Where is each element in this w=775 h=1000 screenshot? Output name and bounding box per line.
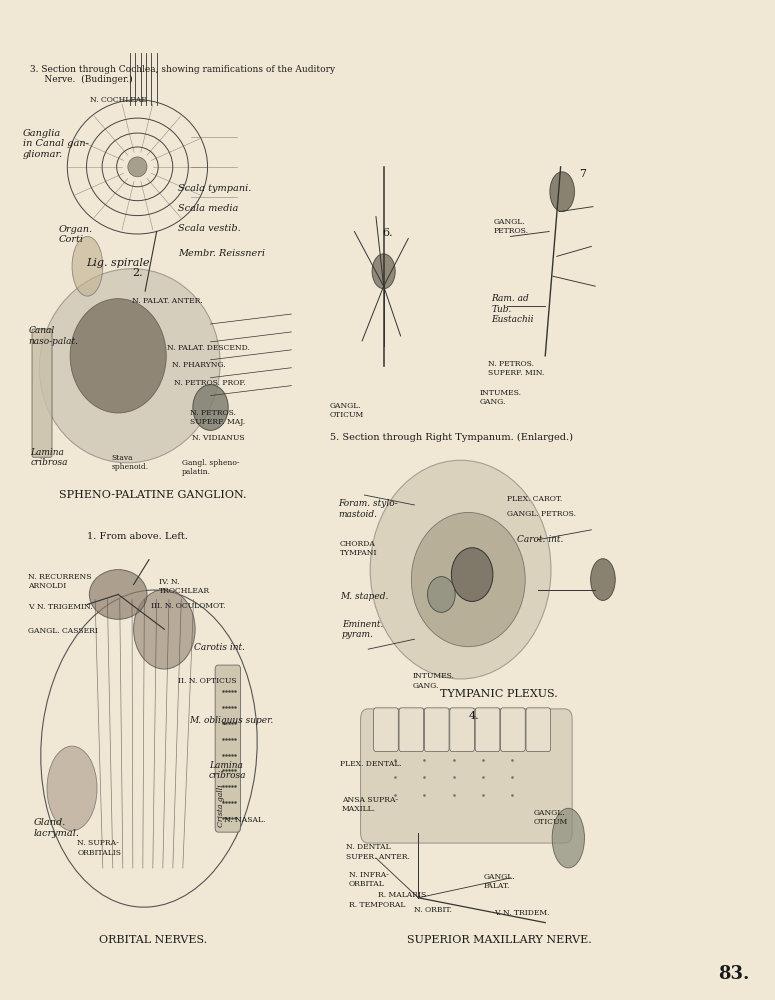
Text: Lamina
cribrosa: Lamina cribrosa — [209, 761, 246, 780]
Text: IV. N.
TROCHLEAR: IV. N. TROCHLEAR — [159, 578, 210, 595]
Text: N. INFRA-
ORBITAL: N. INFRA- ORBITAL — [349, 871, 389, 888]
Text: Membr. Reissneri: Membr. Reissneri — [178, 249, 265, 258]
Text: R. MALARIS: R. MALARIS — [378, 891, 426, 899]
Text: V. N. TRIDEM.: V. N. TRIDEM. — [494, 909, 549, 917]
Ellipse shape — [70, 299, 167, 413]
Ellipse shape — [89, 570, 147, 619]
Circle shape — [428, 577, 455, 612]
Ellipse shape — [40, 269, 220, 463]
Text: GANGL.
PETROS.: GANGL. PETROS. — [494, 218, 529, 235]
FancyBboxPatch shape — [399, 708, 424, 752]
Text: Foram. stylo-
mastoid.: Foram. stylo- mastoid. — [338, 499, 398, 519]
Text: INTUMES.
GANG.: INTUMES. GANG. — [480, 389, 522, 406]
FancyBboxPatch shape — [360, 709, 572, 843]
Text: 6.: 6. — [382, 228, 393, 238]
Text: N. RECURRENS
ARNOLDI: N. RECURRENS ARNOLDI — [28, 573, 91, 590]
Text: PLEX. CAROT.: PLEX. CAROT. — [507, 495, 562, 503]
Text: N. VIDIANUS: N. VIDIANUS — [192, 434, 245, 442]
FancyBboxPatch shape — [374, 708, 398, 752]
Text: N. COCHLEAE: N. COCHLEAE — [90, 96, 146, 104]
Text: 83.: 83. — [718, 965, 749, 983]
FancyBboxPatch shape — [475, 708, 500, 752]
Text: N. PHARYNG.: N. PHARYNG. — [172, 361, 226, 369]
Text: N. DENTAL
SUPER. ANTER.: N. DENTAL SUPER. ANTER. — [346, 843, 410, 861]
Text: Canal
naso-palat.: Canal naso-palat. — [28, 326, 78, 346]
Ellipse shape — [412, 512, 525, 647]
FancyBboxPatch shape — [526, 708, 550, 752]
FancyBboxPatch shape — [425, 708, 449, 752]
Ellipse shape — [72, 236, 103, 296]
Circle shape — [133, 589, 195, 669]
Text: N. PALAT. DESCEND.: N. PALAT. DESCEND. — [167, 344, 250, 352]
Text: GANGL. PETROS.: GANGL. PETROS. — [507, 510, 576, 518]
Ellipse shape — [552, 808, 584, 868]
Text: 1. From above. Left.: 1. From above. Left. — [87, 532, 188, 541]
Text: N. PALAT. ANTER.: N. PALAT. ANTER. — [132, 297, 203, 305]
FancyBboxPatch shape — [449, 708, 474, 752]
Text: Carot. int.: Carot. int. — [517, 535, 563, 544]
Text: ORBITAL NERVES.: ORBITAL NERVES. — [98, 935, 207, 945]
Text: N. PETROS.
SUPERF. MAJ.: N. PETROS. SUPERF. MAJ. — [190, 409, 245, 426]
Text: II. N. OPTICUS: II. N. OPTICUS — [178, 677, 237, 685]
Text: N. PETROS. PROF.: N. PETROS. PROF. — [174, 379, 246, 387]
Text: ANSA SUPRA-
MAXILL.: ANSA SUPRA- MAXILL. — [342, 796, 398, 813]
Text: R. TEMPORAL: R. TEMPORAL — [349, 901, 405, 909]
Text: Lig. spirale: Lig. spirale — [86, 258, 150, 268]
Text: Gangl. spheno-
palatin.: Gangl. spheno- palatin. — [182, 459, 239, 476]
Text: Ram. ad
Tub.
Eustachii: Ram. ad Tub. Eustachii — [491, 294, 534, 324]
Text: N. PETROS.
SUPERF. MIN.: N. PETROS. SUPERF. MIN. — [487, 360, 544, 377]
Text: Ganglia
in Canal gan-
gliomar.: Ganglia in Canal gan- gliomar. — [22, 129, 88, 159]
Text: M. staped.: M. staped. — [339, 592, 388, 601]
Text: PLEX. DENTAL.: PLEX. DENTAL. — [339, 760, 401, 768]
Text: N. NASAL.: N. NASAL. — [225, 816, 266, 824]
Text: Stava
sphenoid.: Stava sphenoid. — [112, 454, 148, 471]
Text: Gland.
lacrymal.: Gland. lacrymal. — [33, 818, 80, 838]
Text: SPHENO-PALATINE GANGLION.: SPHENO-PALATINE GANGLION. — [59, 490, 246, 500]
FancyBboxPatch shape — [501, 708, 525, 752]
Text: N. ORBIT.: N. ORBIT. — [415, 906, 453, 914]
Text: 4.: 4. — [469, 711, 480, 721]
Text: GANGL.
OTICUM: GANGL. OTICUM — [534, 809, 568, 826]
Text: 7: 7 — [579, 169, 586, 179]
Text: GANGL.
OTICUM: GANGL. OTICUM — [330, 402, 364, 419]
Text: Eminent.
pyram.: Eminent. pyram. — [342, 620, 384, 639]
Text: SUPERIOR MAXILLARY NERVE.: SUPERIOR MAXILLARY NERVE. — [407, 935, 591, 945]
Text: Organ.
Corti: Organ. Corti — [59, 225, 93, 244]
Text: Carotis int.: Carotis int. — [194, 643, 245, 652]
FancyBboxPatch shape — [215, 665, 240, 832]
Ellipse shape — [549, 172, 574, 212]
Text: Lamina
cribrosa: Lamina cribrosa — [30, 448, 68, 467]
Text: V. N. TRIGEMIN.: V. N. TRIGEMIN. — [28, 603, 93, 611]
Text: CHORDA
TYMPANI: CHORDA TYMPANI — [339, 540, 377, 557]
Text: Scala vestib.: Scala vestib. — [178, 224, 241, 233]
Text: N. SUPRA-
ORBITALIS: N. SUPRA- ORBITALIS — [78, 839, 122, 857]
Text: M. obliquus super.: M. obliquus super. — [189, 716, 274, 725]
Text: 3. Section through Cochlea, showing ramifications of the Auditory
     Nerve.  (: 3. Section through Cochlea, showing rami… — [29, 65, 335, 84]
Circle shape — [451, 548, 493, 601]
Text: Scala media: Scala media — [178, 204, 239, 213]
Circle shape — [193, 385, 228, 430]
Text: Scala tympani.: Scala tympani. — [178, 184, 252, 193]
Ellipse shape — [372, 254, 395, 289]
Ellipse shape — [370, 460, 551, 679]
Text: Crista galli: Crista galli — [216, 784, 225, 827]
Text: 5. Section through Right Tympanum. (Enlarged.): 5. Section through Right Tympanum. (Enla… — [330, 433, 573, 442]
Text: GANGL.
PALAT.: GANGL. PALAT. — [484, 873, 515, 890]
Text: III. N. OCULOMOT.: III. N. OCULOMOT. — [151, 602, 226, 610]
Text: TYMPANIC PLEXUS.: TYMPANIC PLEXUS. — [440, 689, 558, 699]
Ellipse shape — [591, 559, 615, 600]
Ellipse shape — [47, 746, 97, 831]
FancyBboxPatch shape — [32, 329, 52, 457]
Text: INTUMES.
GANG.: INTUMES. GANG. — [413, 672, 455, 690]
Text: GANGL. CASSERI: GANGL. CASSERI — [28, 627, 98, 635]
Ellipse shape — [128, 157, 147, 177]
Text: 2.: 2. — [132, 268, 143, 278]
